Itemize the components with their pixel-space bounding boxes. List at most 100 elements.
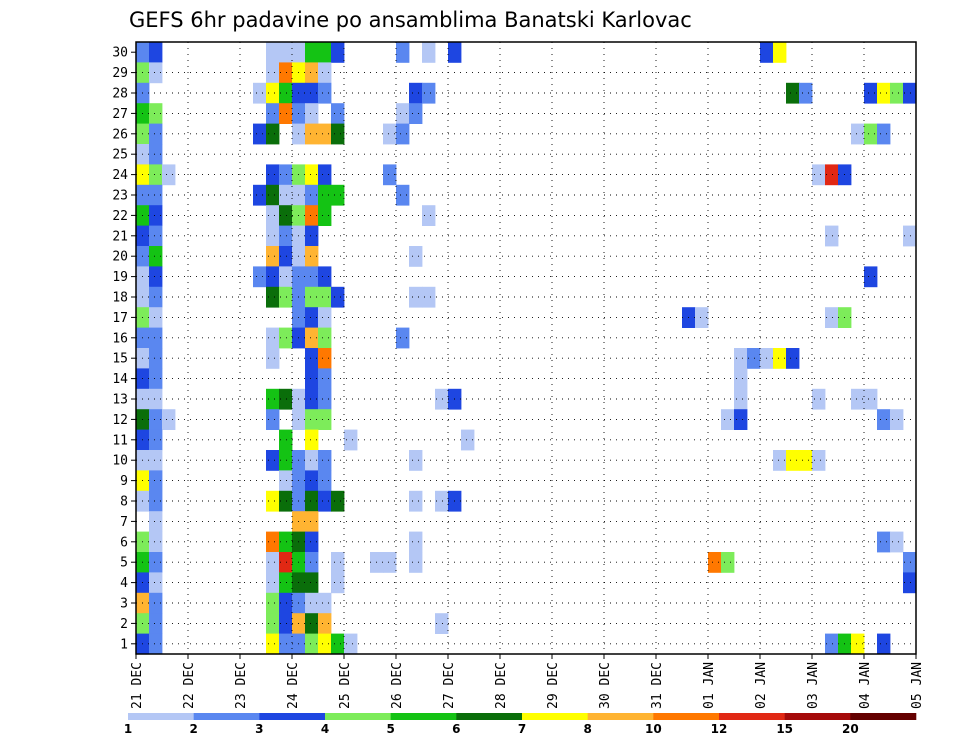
y-tick-label: 26 bbox=[112, 127, 128, 142]
heatmap-cell bbox=[318, 368, 331, 389]
heatmap-cell bbox=[318, 42, 331, 63]
legend-label: 3 bbox=[255, 722, 263, 736]
heatmap-cell bbox=[396, 42, 409, 63]
heatmap-cell bbox=[409, 450, 422, 471]
y-tick-label: 3 bbox=[120, 597, 128, 612]
heatmap-cell bbox=[409, 287, 422, 308]
y-tick-label: 7 bbox=[120, 515, 128, 530]
x-tick-label: 24 DEC bbox=[286, 662, 301, 709]
y-tick-label: 30 bbox=[112, 46, 128, 61]
heatmap-cell bbox=[331, 124, 344, 145]
legend-swatch bbox=[785, 713, 851, 720]
legend-swatch bbox=[522, 713, 588, 720]
legend-label: 2 bbox=[189, 722, 197, 736]
y-tick-label: 23 bbox=[112, 189, 128, 204]
heatmap-cell bbox=[318, 409, 331, 430]
legend-label: 20 bbox=[842, 722, 859, 736]
heatmap-cell bbox=[331, 103, 344, 124]
heatmap-cell bbox=[903, 226, 916, 247]
heatmap-cell bbox=[409, 83, 422, 104]
y-tick-label: 19 bbox=[112, 270, 128, 285]
y-axis-ticks: 1234567891011121314151617181920212223242… bbox=[112, 46, 136, 653]
y-tick-label: 28 bbox=[112, 87, 128, 102]
heatmap-cell bbox=[786, 83, 799, 104]
y-tick-label: 17 bbox=[112, 311, 128, 326]
heatmap-cell bbox=[435, 491, 448, 512]
heatmap-cell bbox=[318, 266, 331, 287]
legend-label: 4 bbox=[321, 722, 329, 736]
heatmap-cell bbox=[279, 246, 292, 267]
heatmap-cell bbox=[253, 266, 266, 287]
heatmap-cell bbox=[318, 470, 331, 491]
heatmap-cell bbox=[721, 409, 734, 430]
y-tick-label: 11 bbox=[112, 433, 128, 448]
heatmap-cell bbox=[318, 62, 331, 83]
heatmap-cell bbox=[422, 42, 435, 63]
heatmap-cell bbox=[903, 572, 916, 593]
heatmap-cell bbox=[318, 348, 331, 369]
heatmap-cell bbox=[279, 634, 292, 655]
y-tick-label: 15 bbox=[112, 352, 128, 367]
x-tick-label: 21 DEC bbox=[130, 662, 145, 709]
legend-label: 15 bbox=[776, 722, 793, 736]
x-tick-label: 03 JAN bbox=[806, 662, 821, 709]
heatmap-cell bbox=[279, 552, 292, 573]
y-tick-label: 10 bbox=[112, 454, 128, 469]
y-tick-label: 4 bbox=[120, 576, 128, 591]
heatmap-cell bbox=[864, 389, 877, 410]
y-tick-label: 18 bbox=[112, 291, 128, 306]
heatmap-cell bbox=[877, 124, 890, 145]
y-tick-label: 20 bbox=[112, 250, 128, 265]
heatmap-cell bbox=[409, 246, 422, 267]
heatmap-cell bbox=[305, 42, 318, 63]
heatmap-cell bbox=[279, 266, 292, 287]
heatmap-cell bbox=[864, 266, 877, 287]
heatmap-cell bbox=[825, 634, 838, 655]
x-tick-label: 05 JAN bbox=[910, 662, 925, 709]
y-tick-label: 27 bbox=[112, 107, 128, 122]
y-tick-label: 21 bbox=[112, 229, 128, 244]
heatmap-cell bbox=[279, 572, 292, 593]
heatmap-cell bbox=[266, 42, 279, 63]
heatmap-cell bbox=[318, 164, 331, 185]
heatmap-cell bbox=[877, 634, 890, 655]
heatmap-cell bbox=[331, 287, 344, 308]
heatmap-cell bbox=[903, 552, 916, 573]
heatmap-cell bbox=[279, 593, 292, 614]
heatmap-cell bbox=[279, 491, 292, 512]
heatmap-cell bbox=[331, 185, 344, 206]
legend-swatch bbox=[719, 713, 785, 720]
x-tick-label: 31 DEC bbox=[650, 662, 665, 709]
heatmap-cell bbox=[760, 42, 773, 63]
heatmap-cell bbox=[396, 124, 409, 145]
y-tick-label: 16 bbox=[112, 331, 128, 346]
heatmap-cell bbox=[279, 287, 292, 308]
heatmap-cell bbox=[409, 103, 422, 124]
heatmap-cell bbox=[279, 185, 292, 206]
x-tick-label: 25 DEC bbox=[338, 662, 353, 709]
heatmap-cell bbox=[825, 164, 838, 185]
legend-swatch bbox=[391, 713, 457, 720]
x-tick-label: 01 JAN bbox=[702, 662, 717, 709]
x-tick-label: 23 DEC bbox=[234, 662, 249, 709]
heatmap-cell bbox=[877, 409, 890, 430]
heatmap-cell bbox=[279, 164, 292, 185]
heatmap-cell bbox=[136, 42, 149, 63]
heatmap-cell bbox=[318, 593, 331, 614]
heatmap-cell bbox=[435, 613, 448, 634]
heatmap-cell bbox=[318, 124, 331, 145]
y-tick-label: 25 bbox=[112, 148, 128, 163]
y-tick-label: 29 bbox=[112, 66, 128, 81]
heatmap-cell bbox=[396, 328, 409, 349]
legend-label: 1 bbox=[124, 722, 132, 736]
heatmap-cell bbox=[409, 532, 422, 553]
heatmap-cell bbox=[253, 185, 266, 206]
legend-swatch bbox=[456, 713, 522, 720]
y-tick-label: 1 bbox=[120, 637, 128, 652]
heatmap-cell bbox=[773, 42, 786, 63]
heatmap-cell bbox=[708, 552, 721, 573]
